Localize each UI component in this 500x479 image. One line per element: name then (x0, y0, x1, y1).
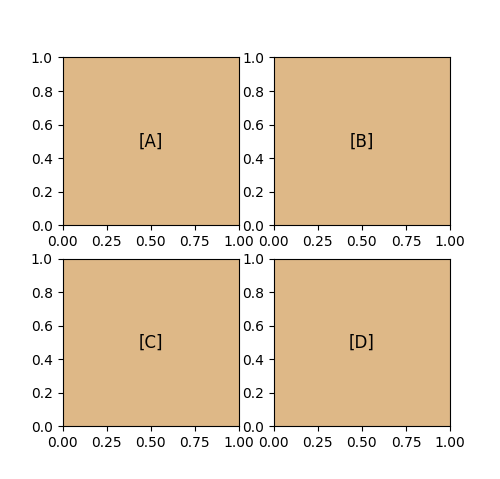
Text: [D]: [D] (349, 333, 375, 352)
Text: [A]: [A] (138, 132, 163, 150)
Text: [C]: [C] (138, 333, 163, 352)
Text: [B]: [B] (350, 132, 374, 150)
